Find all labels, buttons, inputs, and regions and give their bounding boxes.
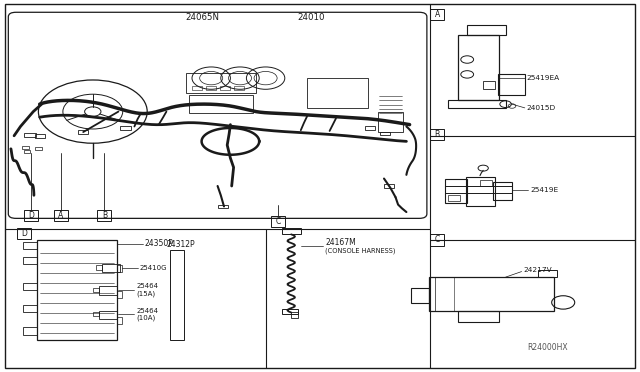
Bar (411, 288, 429, 303)
Bar (23, 283, 37, 290)
Bar (23, 257, 37, 264)
Text: (CONSOLE HARNESS): (CONSOLE HARNESS) (325, 248, 396, 254)
Bar (23, 327, 37, 335)
Text: 25419EA: 25419EA (527, 75, 560, 81)
Text: C: C (276, 217, 281, 226)
Bar (22, 146, 29, 149)
Bar (186, 73, 256, 93)
Text: B: B (435, 130, 440, 139)
Text: 24312P: 24312P (166, 240, 195, 249)
Bar (234, 86, 244, 90)
Bar (23, 242, 37, 249)
Bar (483, 81, 495, 89)
Text: R24000HX: R24000HX (527, 343, 568, 352)
Text: B: B (102, 211, 107, 220)
Bar (78, 130, 88, 134)
Text: 25419E: 25419E (530, 187, 558, 193)
Bar (117, 265, 122, 272)
Bar (448, 195, 460, 201)
Bar (480, 180, 492, 186)
Bar (380, 132, 390, 135)
Bar (365, 126, 375, 130)
Text: C: C (435, 235, 440, 244)
Bar (445, 179, 467, 203)
Bar (291, 312, 298, 318)
Text: 25410G: 25410G (140, 265, 167, 271)
Text: 25464
(10A): 25464 (10A) (136, 308, 158, 321)
Text: A: A (435, 10, 440, 19)
Bar (282, 228, 301, 234)
Bar (54, 210, 68, 221)
Bar (206, 86, 216, 90)
Text: D: D (28, 211, 34, 220)
Bar (538, 270, 557, 277)
Bar (93, 312, 99, 316)
Bar (24, 150, 30, 153)
Text: 24217V: 24217V (524, 267, 552, 273)
Bar (458, 311, 499, 322)
Bar (430, 129, 444, 140)
Bar (23, 305, 37, 312)
Bar (218, 205, 228, 208)
Bar (96, 265, 102, 270)
Bar (430, 9, 444, 20)
Bar (24, 133, 36, 137)
Bar (384, 184, 394, 188)
Bar (448, 100, 506, 108)
Bar (189, 95, 253, 113)
Bar (117, 291, 122, 298)
Bar (120, 126, 131, 130)
Bar (429, 277, 554, 311)
Bar (192, 86, 202, 90)
Bar (466, 177, 495, 206)
Bar (102, 264, 120, 272)
Bar (493, 182, 512, 200)
Bar (220, 86, 230, 90)
Bar (467, 25, 506, 35)
Bar (99, 311, 117, 319)
Text: A: A (58, 211, 63, 220)
Bar (117, 317, 122, 324)
Bar (282, 309, 298, 314)
Bar (35, 134, 45, 138)
Bar (17, 228, 31, 239)
Bar (97, 210, 111, 221)
Text: 24015D: 24015D (527, 105, 556, 111)
Bar (498, 74, 525, 95)
Text: D: D (21, 229, 28, 238)
Bar (458, 35, 499, 100)
Bar (430, 234, 444, 246)
Bar (271, 216, 285, 227)
Text: 24350P: 24350P (145, 239, 173, 248)
Text: 25464
(15A): 25464 (15A) (136, 283, 158, 297)
Text: 24010: 24010 (298, 13, 325, 22)
Text: 24167M: 24167M (325, 238, 356, 247)
Bar (93, 288, 99, 292)
Bar (378, 112, 403, 132)
Bar (170, 250, 184, 340)
Text: 24065N: 24065N (186, 13, 220, 22)
Bar (37, 240, 117, 340)
Bar (307, 78, 368, 108)
Bar (99, 286, 117, 295)
Bar (35, 147, 42, 150)
Bar (445, 186, 512, 193)
Bar (24, 210, 38, 221)
